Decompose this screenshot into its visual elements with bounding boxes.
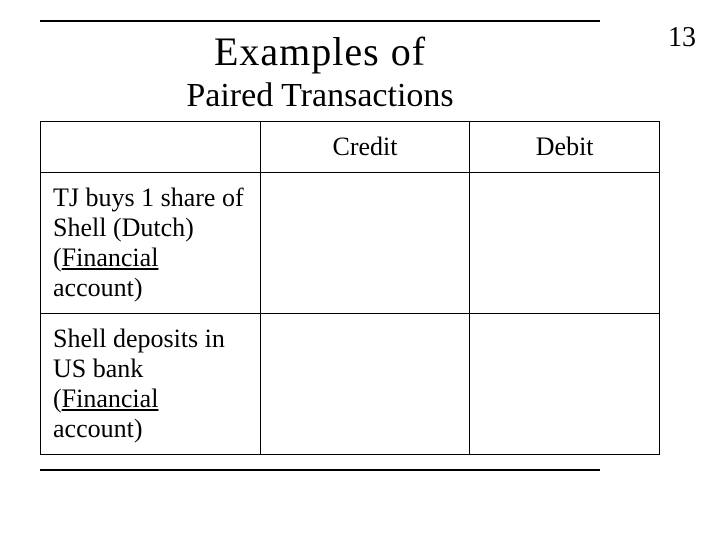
cell-desc: TJ buys 1 share of Shell (Dutch) (Financ…: [41, 173, 261, 314]
title-block: Examples of Paired Transactions: [40, 28, 600, 115]
top-horizontal-rule: [40, 20, 600, 22]
title-sub: Paired Transactions: [40, 77, 600, 115]
table-row: Shell deposits in US bank (Financial acc…: [41, 314, 660, 455]
page-number: 13: [668, 22, 696, 54]
bottom-horizontal-rule: [40, 469, 600, 471]
cell-credit: [260, 173, 470, 314]
title-main: Examples of: [40, 28, 600, 75]
cell-debit: [470, 173, 660, 314]
table-header-row: Credit Debit: [41, 122, 660, 173]
header-credit: Credit: [260, 122, 470, 173]
cell-debit: [470, 314, 660, 455]
header-desc: [41, 122, 261, 173]
transactions-table: Credit Debit TJ buys 1 share of Shell (D…: [40, 121, 660, 455]
cell-desc: Shell deposits in US bank (Financial acc…: [41, 314, 261, 455]
table-row: TJ buys 1 share of Shell (Dutch) (Financ…: [41, 173, 660, 314]
cell-credit: [260, 314, 470, 455]
header-debit: Debit: [470, 122, 660, 173]
